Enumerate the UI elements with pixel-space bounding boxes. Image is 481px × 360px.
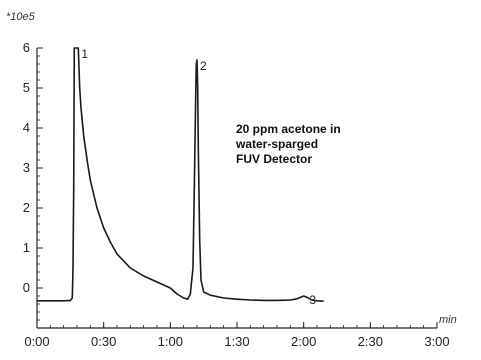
tick-labels: 0 1 2 3 4 5 6 0:00 0:30 1:00 1:30 2:00 2:30 3:00 xyxy=(23,40,450,349)
y-tick-label-6: 6 xyxy=(23,40,30,55)
x-tick-label-5: 2:30 xyxy=(358,334,383,349)
x-tick-label-3: 1:30 xyxy=(224,334,249,349)
axes xyxy=(36,48,437,329)
x-tick-label-0: 0:00 xyxy=(24,334,49,349)
annotation-line-2: FUV Detector xyxy=(236,152,312,166)
annotation-line-0: 20 ppm acetone in xyxy=(236,122,341,136)
y-tick-label-5: 5 xyxy=(23,80,30,95)
annotation-line-1: water-sparged xyxy=(235,137,318,151)
x-tick-label-1: 0:30 xyxy=(91,334,116,349)
y-multiplier-label: *10e5 xyxy=(6,11,36,23)
ticks xyxy=(36,47,438,329)
peak-label-1: 1 xyxy=(81,47,88,61)
peak-labels: 1 2 3 xyxy=(81,47,316,307)
x-axis-unit-label: min xyxy=(439,314,457,326)
x-tick-label-4: 2:00 xyxy=(291,334,316,349)
y-tick-label-0: 0 xyxy=(23,280,30,295)
x-tick-label-2: 1:00 xyxy=(158,334,183,349)
peak-label-2: 2 xyxy=(200,59,207,73)
peak-label-3: 3 xyxy=(309,293,316,307)
y-tick-label-4: 4 xyxy=(23,120,30,135)
y-tick-label-1: 1 xyxy=(23,240,30,255)
y-tick-label-2: 2 xyxy=(23,200,30,215)
y-tick-label-3: 3 xyxy=(23,160,30,175)
x-tick-label-6: 3:00 xyxy=(424,334,449,349)
chromatogram-trace xyxy=(37,47,324,302)
